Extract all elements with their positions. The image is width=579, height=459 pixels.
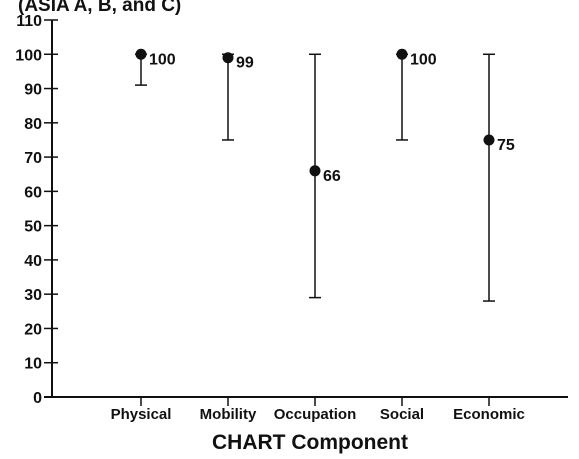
y-tick-label: 30 — [24, 287, 42, 304]
y-tick-label: 70 — [24, 150, 42, 167]
y-tick-label: 90 — [24, 82, 42, 99]
x-tick-label: Occupation — [274, 406, 357, 423]
y-tick-label: 0 — [33, 390, 42, 407]
data-point — [483, 134, 495, 146]
y-axis-ticks: 0 10 20 30 40 50 60 70 80 90 100 110 — [15, 13, 58, 407]
data-labels: 100 99 66 100 75 — [149, 51, 515, 185]
y-tick-label: 40 — [24, 253, 42, 270]
data-label: 100 — [149, 51, 176, 68]
data-point — [309, 165, 321, 177]
y-tick-label: 100 — [15, 47, 42, 64]
data-label: 66 — [323, 168, 341, 185]
y-tick-label: 60 — [24, 184, 42, 201]
x-tick-label: Social — [380, 406, 424, 423]
y-tick-label: 10 — [24, 356, 42, 373]
y-tick-label: 80 — [24, 116, 42, 133]
x-tick-label: Physical — [111, 406, 172, 423]
x-axis-label: CHART Component — [212, 431, 408, 454]
y-tick-label: 20 — [24, 321, 42, 338]
x-tick-label: Mobility — [200, 406, 257, 423]
data-point — [222, 52, 234, 64]
y-tick-label: 110 — [16, 13, 42, 30]
y-tick-label: 50 — [24, 219, 42, 236]
data-points — [135, 48, 495, 177]
data-point — [135, 48, 147, 60]
x-axis-ticks: Physical Mobility Occupation Social Economic — [111, 397, 525, 423]
data-label: 100 — [410, 51, 437, 68]
data-label: 75 — [497, 137, 515, 154]
data-point — [396, 48, 408, 60]
error-bars — [135, 53, 495, 302]
data-label: 99 — [236, 55, 254, 72]
chart-title: (ASIA A, B, and C) — [18, 0, 181, 16]
x-tick-label: Economic — [453, 406, 525, 423]
